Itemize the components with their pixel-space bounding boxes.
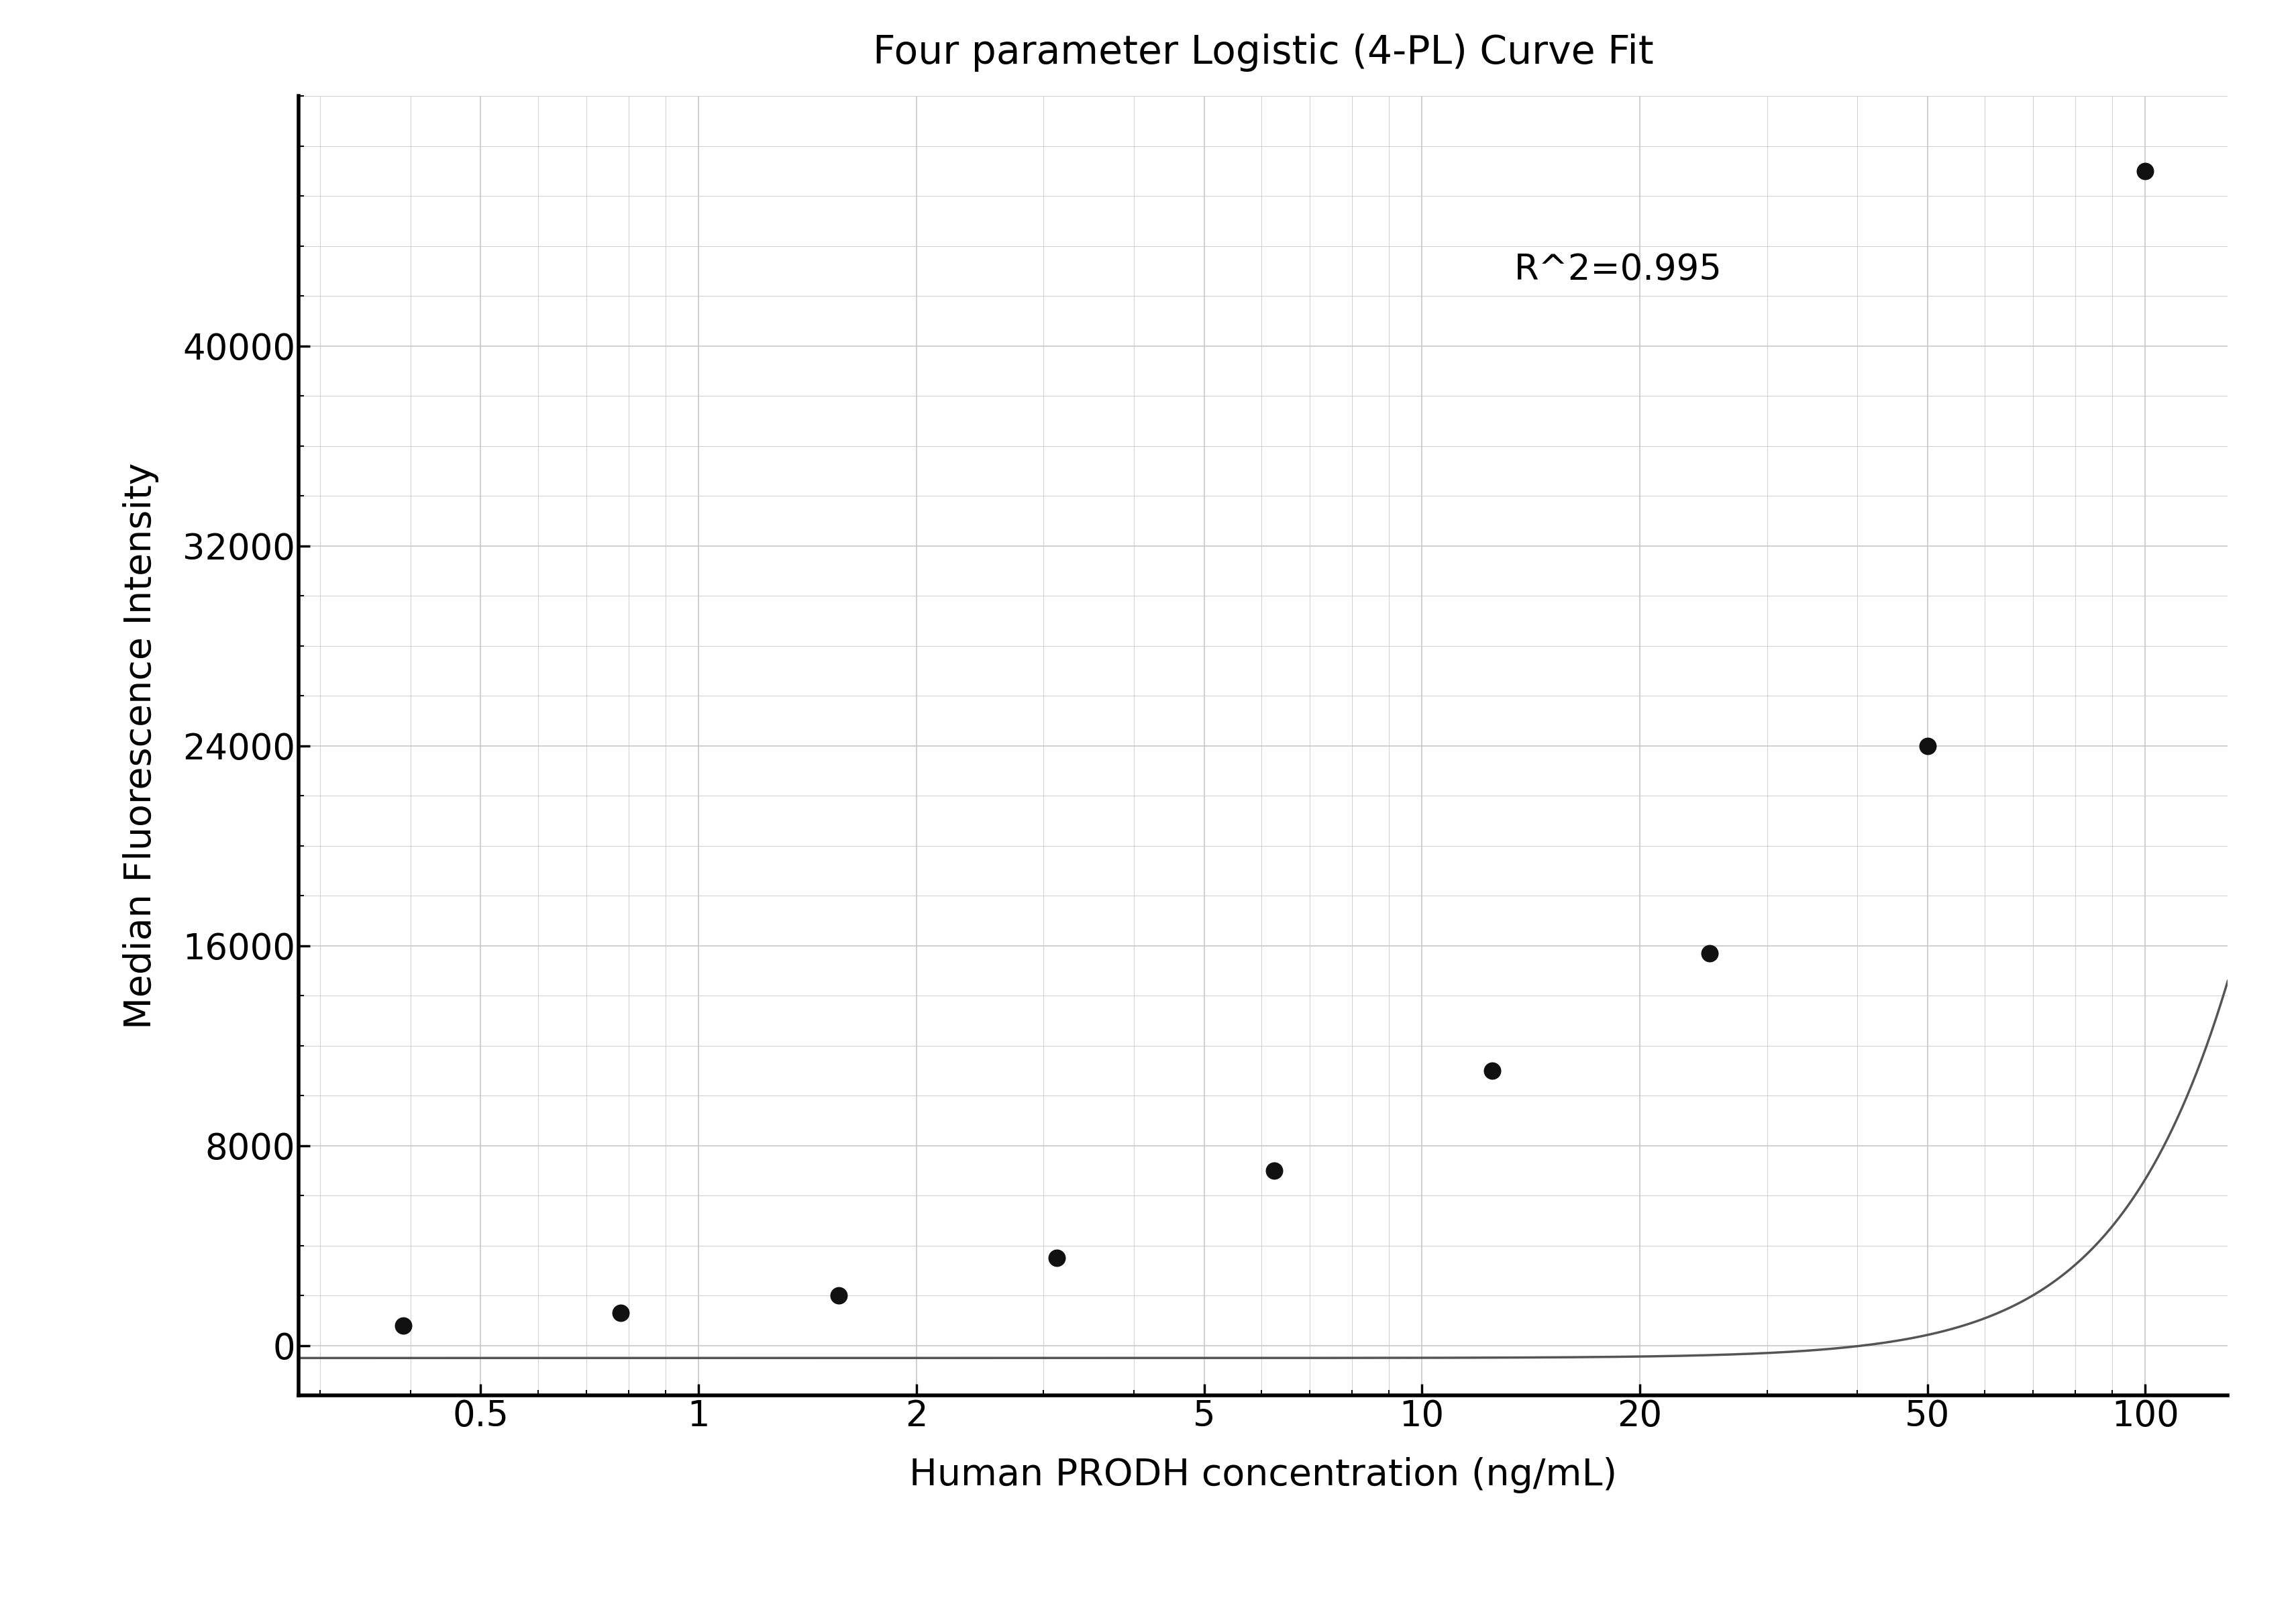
Y-axis label: Median Fluorescence Intensity: Median Fluorescence Intensity xyxy=(124,462,158,1030)
Point xyxy=(1474,1059,1511,1084)
Point xyxy=(820,1283,856,1309)
Point xyxy=(1038,1245,1075,1270)
Point xyxy=(1690,940,1727,966)
Title: Four parameter Logistic (4-PL) Curve Fit: Four parameter Logistic (4-PL) Curve Fit xyxy=(872,34,1653,72)
Text: R^2=0.995: R^2=0.995 xyxy=(1513,252,1722,287)
Point xyxy=(1908,733,1945,759)
Point xyxy=(1256,1158,1293,1184)
Point xyxy=(386,1312,422,1338)
Point xyxy=(602,1301,638,1327)
X-axis label: Human PRODH concentration (ng/mL): Human PRODH concentration (ng/mL) xyxy=(909,1456,1616,1493)
Point xyxy=(2126,159,2163,184)
